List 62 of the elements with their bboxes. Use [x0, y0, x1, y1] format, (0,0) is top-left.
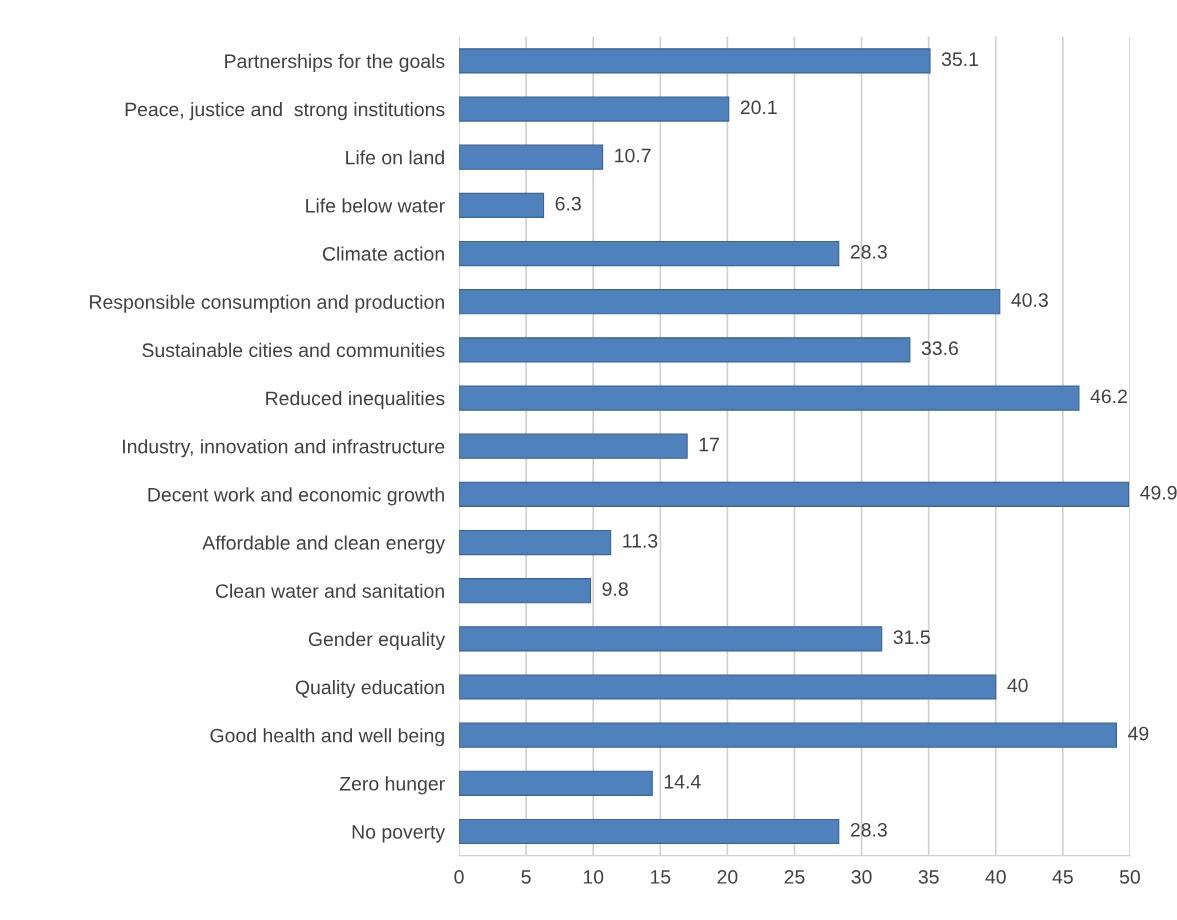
x-tick-label: 20 [717, 870, 738, 884]
data-label: 11.3 [623, 533, 658, 548]
data-label: 14.4 [664, 775, 701, 789]
data-label: 20.1 [740, 100, 777, 115]
x-tick-label: 30 [851, 870, 872, 884]
data-label: 40.3 [1011, 293, 1048, 307]
y-tick-label: Industry, innovation and infrastructure [123, 439, 445, 458]
data-label: 17 [699, 437, 719, 452]
x-tick-label: 35 [918, 870, 939, 884]
bar [459, 626, 883, 652]
bar [459, 337, 911, 363]
y-tick-label: Responsible consumption and production [90, 294, 444, 313]
y-tick-label: Affordable and clean energy [202, 535, 446, 554]
data-label: 49 [1128, 726, 1149, 741]
y-tick-label: Zero hunger [339, 776, 445, 795]
data-label: 28.3 [850, 822, 887, 837]
y-tick-label: Gender equality [308, 631, 446, 650]
y-tick-label: Climate action [322, 246, 444, 261]
y-tick-label: Life on land [346, 150, 444, 165]
data-label: 33.6 [921, 341, 958, 356]
bar [459, 385, 1080, 411]
x-tick-label: 5 [521, 870, 531, 884]
x-tick-label: 0 [454, 870, 464, 884]
x-tick-label: 25 [784, 870, 805, 884]
y-tick-label: Partnerships for the goals [225, 53, 445, 72]
bar [459, 433, 688, 459]
bar [459, 48, 931, 74]
y-tick-label: Life below water [306, 198, 445, 213]
y-tick-label: No poverty [352, 825, 446, 843]
y-tick-label: Sustainable cities and communities [142, 342, 445, 358]
data-label: 35.1 [941, 52, 978, 67]
bar [459, 481, 1130, 507]
bar [459, 240, 840, 267]
bar [459, 144, 604, 170]
bar [459, 289, 1001, 315]
x-tick-label: 15 [650, 870, 671, 884]
data-label: 46.2 [1090, 389, 1127, 404]
bar [459, 770, 653, 796]
y-tick-label: Quality education [295, 679, 444, 699]
y-tick-label: Peace, justice and strong institutions [125, 102, 445, 121]
bar [459, 578, 592, 604]
data-label: 28.3 [850, 244, 887, 259]
bar [459, 529, 612, 556]
bar [459, 818, 840, 845]
data-label: 49.9 [1140, 485, 1177, 500]
y-tick-label: Reduced inequalities [266, 390, 445, 410]
x-tick-label: 40 [985, 870, 1006, 884]
data-label: 9.8 [602, 582, 628, 596]
y-tick-label: Clean water and sanitation [215, 583, 444, 598]
data-label: 6.3 [555, 196, 581, 211]
data-label: 31.5 [893, 630, 930, 645]
y-tick-label: Good health and well being [210, 728, 444, 747]
x-tick-label: 45 [1052, 870, 1073, 884]
bar [459, 192, 545, 218]
x-tick-label: 50 [1119, 870, 1140, 884]
data-label: 10.7 [615, 148, 651, 163]
bar [459, 722, 1118, 748]
bar [459, 96, 730, 122]
y-tick-label: Decent work and economic growth [148, 487, 444, 506]
x-tick-label: 10 [583, 870, 604, 884]
bar [459, 674, 997, 700]
data-label: 40 [1007, 678, 1028, 693]
